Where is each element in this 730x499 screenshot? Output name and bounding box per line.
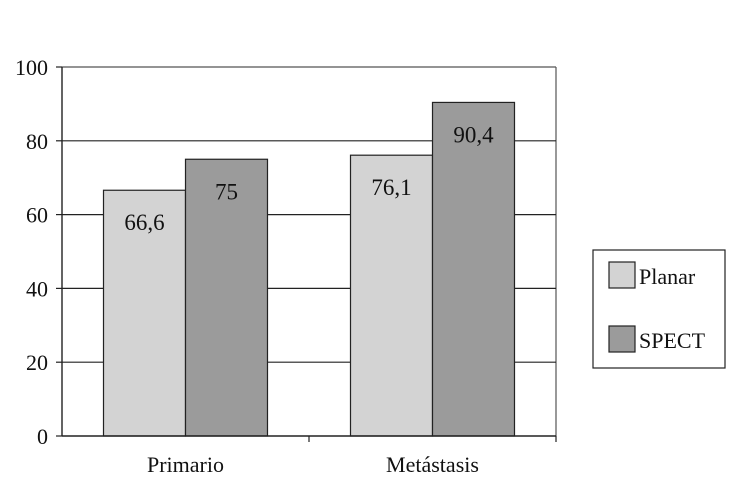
data-labels: 66,6 75 76,1 90,4 bbox=[124, 122, 494, 235]
axes: 0 20 40 60 80 100 Primario Metástasis bbox=[15, 55, 557, 477]
y-tick-label: 40 bbox=[26, 276, 48, 301]
data-label: 66,6 bbox=[124, 210, 164, 235]
data-label: 75 bbox=[215, 179, 238, 204]
bar-spect-0 bbox=[184, 158, 269, 437]
legend-swatch-planar bbox=[608, 261, 636, 289]
data-label: 90,4 bbox=[453, 122, 494, 147]
legend-swatch-spect bbox=[608, 325, 636, 353]
bar-spect-1 bbox=[431, 101, 516, 437]
bars bbox=[102, 101, 516, 437]
data-label: 76,1 bbox=[371, 175, 411, 200]
y-tick-label: 0 bbox=[37, 424, 48, 449]
x-category-label: Primario bbox=[147, 452, 224, 477]
y-tick-label: 60 bbox=[26, 203, 48, 228]
legend-label: SPECT bbox=[639, 328, 706, 353]
y-tick-label: 80 bbox=[26, 129, 48, 154]
legend-label: Planar bbox=[639, 264, 696, 289]
y-tick-label: 20 bbox=[26, 350, 48, 375]
bar-planar-1 bbox=[349, 154, 434, 437]
legend: Planar SPECT bbox=[592, 249, 726, 369]
x-category-label: Metástasis bbox=[386, 452, 479, 477]
y-tick-label: 100 bbox=[15, 55, 48, 80]
